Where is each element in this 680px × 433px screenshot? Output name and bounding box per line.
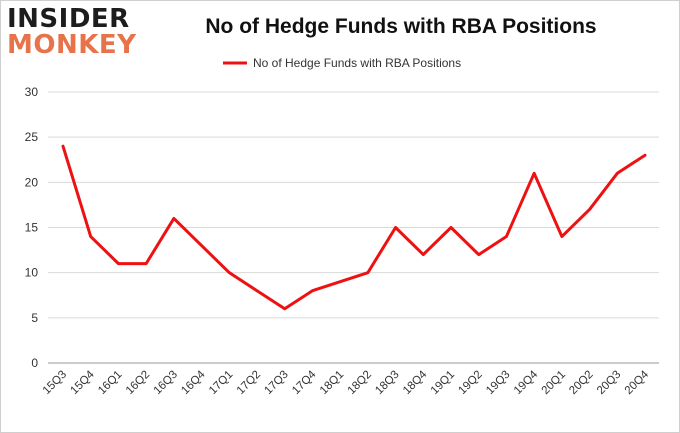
series-layer: [61, 144, 647, 311]
y-tick-label: 15: [25, 221, 39, 235]
legend-label: No of Hedge Funds with RBA Positions: [253, 56, 461, 70]
x-tick-label: 18Q4: [401, 368, 430, 397]
x-tick-label: 17Q4: [290, 368, 319, 397]
x-tick-label: 18Q1: [318, 369, 346, 397]
y-tick-label: 20: [25, 175, 39, 189]
y-tick-label: 30: [25, 85, 39, 99]
x-tick-label: 17Q3: [262, 369, 290, 397]
y-axis-ticks: 0 5 10 15 20 25 30: [25, 85, 39, 370]
x-tick-label: 16Q1: [96, 369, 124, 397]
x-tick-label: 19Q3: [484, 369, 512, 397]
legend: No of Hedge Funds with RBA Positions: [223, 56, 461, 70]
x-tick-label: 20Q4: [623, 368, 652, 397]
x-tick-label: 20Q3: [595, 369, 623, 397]
x-tick-label: 15Q3: [41, 369, 69, 397]
x-tick-label: 18Q3: [373, 369, 401, 397]
x-tick-label: 20Q2: [567, 369, 595, 397]
x-tick-label: 16Q3: [152, 369, 180, 397]
x-tick-label: 19Q1: [429, 369, 457, 397]
insider-monkey-logo: INSIDER MONKEY: [7, 4, 136, 59]
logo-line1: INSIDER: [7, 4, 130, 34]
y-tick-label: 5: [31, 311, 38, 325]
x-axis-ticks: 15Q3 15Q4 16Q1 16Q2 16Q3 16Q4 17Q1 17Q2 17Q3 17Q4…: [41, 368, 652, 397]
x-tick-label: 16Q2: [124, 369, 152, 397]
x-tick-label: 18Q2: [346, 369, 374, 397]
x-tick-label: 16Q4: [179, 368, 208, 397]
x-tick-label: 19Q4: [512, 368, 541, 397]
x-tick-label: 15Q4: [68, 368, 97, 397]
x-tick-label: 20Q1: [540, 369, 568, 397]
series-line: [61, 144, 647, 311]
x-tick-label: 17Q2: [235, 369, 263, 397]
y-tick-label: 10: [25, 266, 39, 280]
y-tick-label: 25: [25, 130, 39, 144]
x-tick-label: 19Q2: [456, 369, 484, 397]
gridlines: [48, 91, 659, 364]
x-tick-label: 17Q1: [207, 369, 235, 397]
y-tick-label: 0: [31, 356, 38, 370]
chart-title: No of Hedge Funds with RBA Positions: [205, 15, 597, 38]
logo-line2: MONKEY: [7, 30, 137, 60]
